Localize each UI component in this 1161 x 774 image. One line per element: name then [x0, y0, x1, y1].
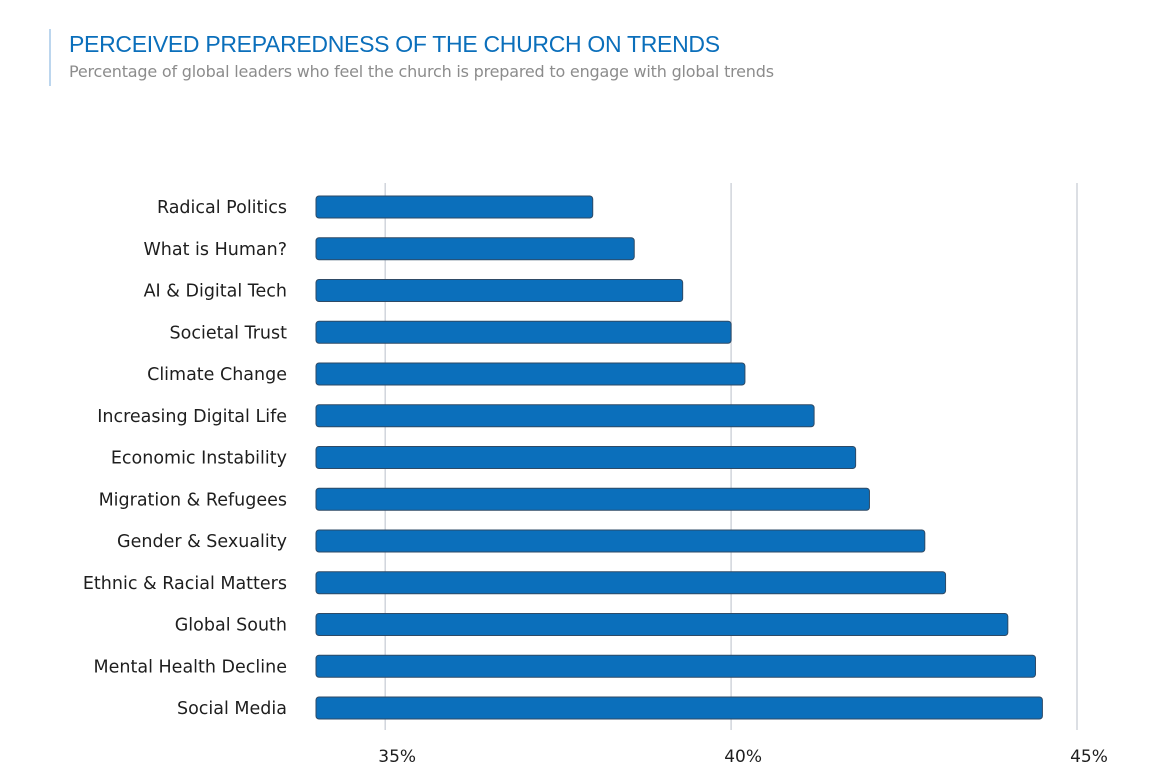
category-label: Increasing Digital Life	[97, 407, 287, 427]
bar	[315, 487, 870, 511]
chart-subtitle: Percentage of global leaders who feel th…	[69, 62, 774, 81]
bar	[315, 696, 1043, 720]
bar	[315, 529, 926, 553]
category-label: Ethnic & Racial Matters	[83, 574, 287, 594]
bar	[315, 362, 746, 386]
category-label: Economic Instability	[111, 449, 287, 469]
category-label: Global South	[175, 616, 287, 636]
bar	[315, 195, 594, 219]
category-label: Gender & Sexuality	[117, 532, 287, 552]
chart-title: PERCEIVED PREPAREDNESS OF THE CHURCH ON …	[69, 31, 720, 57]
bar	[315, 279, 684, 302]
bar	[315, 446, 857, 469]
bar	[315, 613, 1009, 636]
bar	[315, 404, 815, 428]
category-label: Social Media	[177, 699, 287, 719]
title-accent-bar	[49, 29, 51, 86]
category-label: Mental Health Decline	[94, 657, 287, 677]
category-label: Climate Change	[147, 365, 287, 385]
x-tick-label: 40%	[724, 747, 762, 767]
category-label: AI & Digital Tech	[144, 282, 287, 302]
bar	[315, 654, 1036, 678]
bar	[315, 571, 947, 595]
bar	[315, 237, 635, 261]
category-label: Migration & Refugees	[99, 490, 287, 510]
category-label: What is Human?	[144, 240, 288, 260]
x-tick-label: 35%	[378, 747, 416, 767]
x-tick-label: 45%	[1070, 747, 1108, 767]
category-label: Societal Trust	[170, 323, 288, 343]
bar	[315, 320, 732, 344]
category-label: Radical Politics	[157, 198, 287, 218]
